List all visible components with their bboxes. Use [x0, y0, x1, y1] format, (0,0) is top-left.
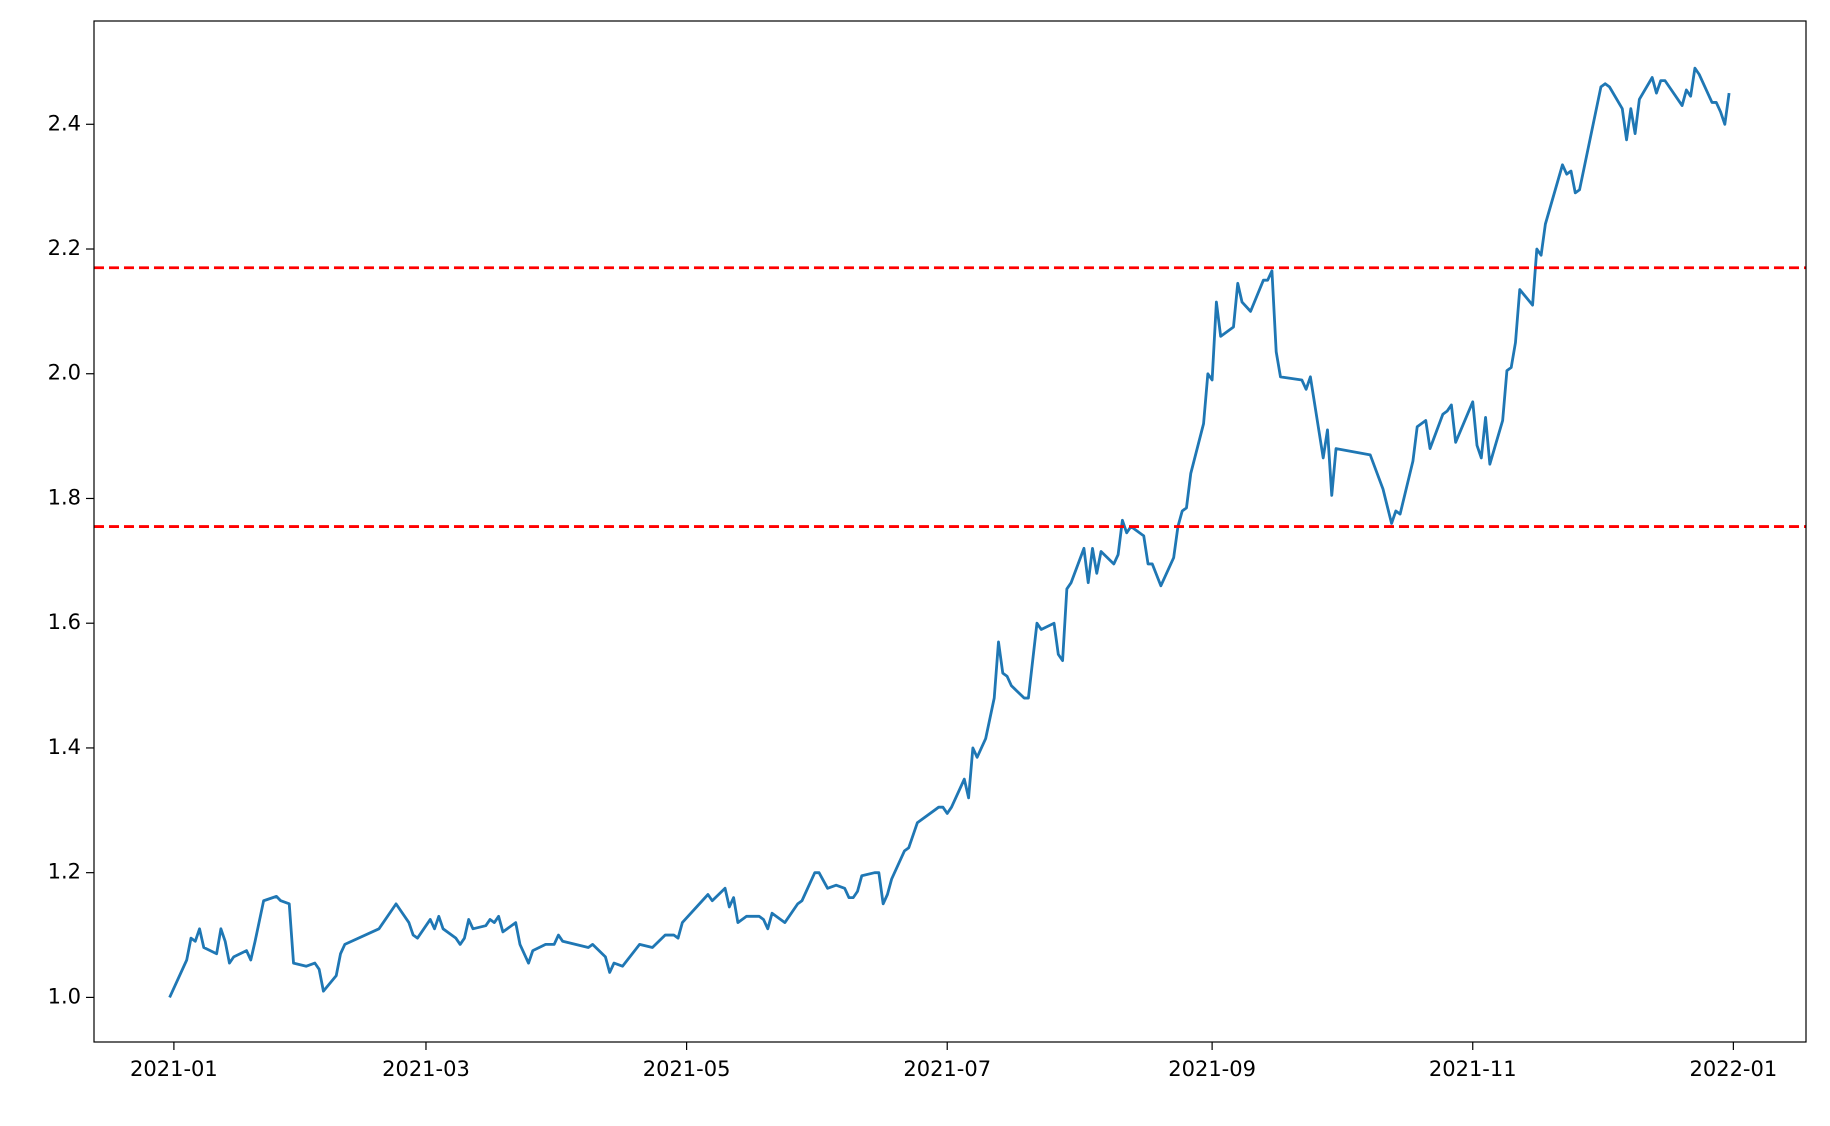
x-tick-label: 2021-11 [1429, 1057, 1517, 1081]
y-tick-label: 1.8 [48, 485, 81, 509]
x-tick-label: 2021-07 [903, 1057, 991, 1081]
line [168, 66, 1731, 998]
x-tick-label: 2021-05 [643, 1057, 731, 1081]
y-tick-label: 1.6 [48, 610, 81, 634]
y-tick-label: 2.0 [48, 361, 81, 385]
y-tick-label: 2.4 [48, 111, 81, 135]
x-tick-label: 2021-09 [1168, 1057, 1256, 1081]
x-tick-label: 2022-01 [1689, 1057, 1777, 1081]
plot-frame [93, 20, 1807, 1043]
y-tick-label: 1.4 [48, 735, 81, 759]
x-tick-label: 2021-01 [130, 1057, 218, 1081]
y-tick-label: 1.0 [48, 984, 81, 1008]
x-tick-label: 2021-03 [382, 1057, 470, 1081]
y-tick-label: 2.2 [48, 236, 81, 260]
y-tick-label: 1.2 [48, 860, 81, 884]
